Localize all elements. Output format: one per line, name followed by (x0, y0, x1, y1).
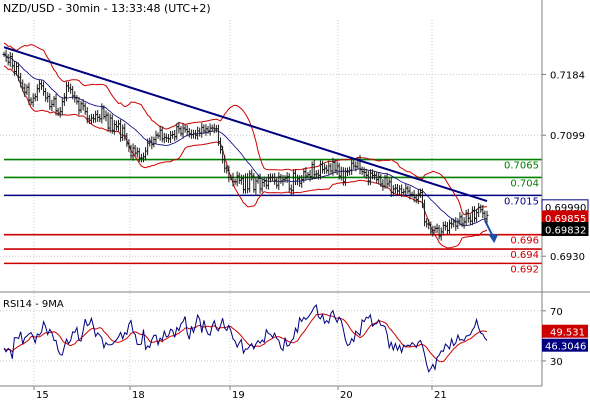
forecast-arrow (484, 219, 499, 244)
current-price-label: 0.69855 (545, 214, 586, 225)
price-grid (0, 20, 542, 386)
descending-trendline (3, 46, 488, 203)
price-tick-label: 0.6930 (550, 252, 585, 263)
forecast-arrow-head (488, 234, 499, 244)
rsi-value-box (542, 338, 588, 352)
current-price-label: 0.69832 (545, 225, 586, 236)
price-plot-area (0, 20, 542, 292)
rsi-grid (0, 310, 542, 362)
price-tick-label: 0.7099 (550, 131, 585, 142)
bollinger-lower (3, 65, 488, 249)
trendline (3, 46, 488, 203)
level-label-0.696: 0.696 (510, 236, 539, 247)
rsi-ma-value-box (542, 324, 588, 338)
current-price-label: 0.69990 (545, 203, 586, 214)
rsi-tick-label: 30 (550, 357, 563, 368)
rsi-lines (3, 303, 488, 374)
level-label-0.694: 0.694 (510, 250, 539, 261)
rsi-tick-label: 70 (550, 307, 563, 318)
moving-average (3, 54, 488, 227)
time-tick-label: 19 (232, 390, 245, 400)
rsi-value: 46.3046 (545, 342, 586, 353)
bollinger-bands (3, 42, 488, 249)
time-axis: 15 18 19 20 21 (33, 386, 447, 400)
rsi-axis: 70 30 49.531 46.3046 (542, 307, 588, 368)
rsi-ma-value: 49.531 (550, 328, 585, 339)
current-price-box (541, 221, 589, 236)
level-label-0.7065: 0.7065 (504, 161, 539, 172)
rsi-line (3, 303, 488, 374)
bollinger-upper (3, 42, 488, 216)
ma-line (3, 54, 488, 227)
time-tick-label: 15 (36, 390, 49, 400)
rsi-panel-title: RSI14 - 9MA (3, 299, 64, 310)
chart-title: NZD/USD - 30min - 13:33:48 (UTC+2) (3, 2, 211, 15)
horizontal-levels: 0.7065 0.704 0.7015 0.696 0.694 0.692 (4, 158, 542, 275)
level-label-0.7015: 0.7015 (504, 196, 539, 207)
time-tick-label: 20 (340, 390, 353, 400)
time-tick-label: 21 (434, 390, 447, 400)
price-bars (2, 49, 489, 241)
level-label-0.692: 0.692 (510, 264, 539, 275)
time-tick-label: 18 (132, 390, 145, 400)
price-tick-label: 0.7184 (550, 70, 585, 81)
rsi-ma-line (3, 313, 488, 363)
level-label-0.704: 0.704 (510, 178, 539, 189)
